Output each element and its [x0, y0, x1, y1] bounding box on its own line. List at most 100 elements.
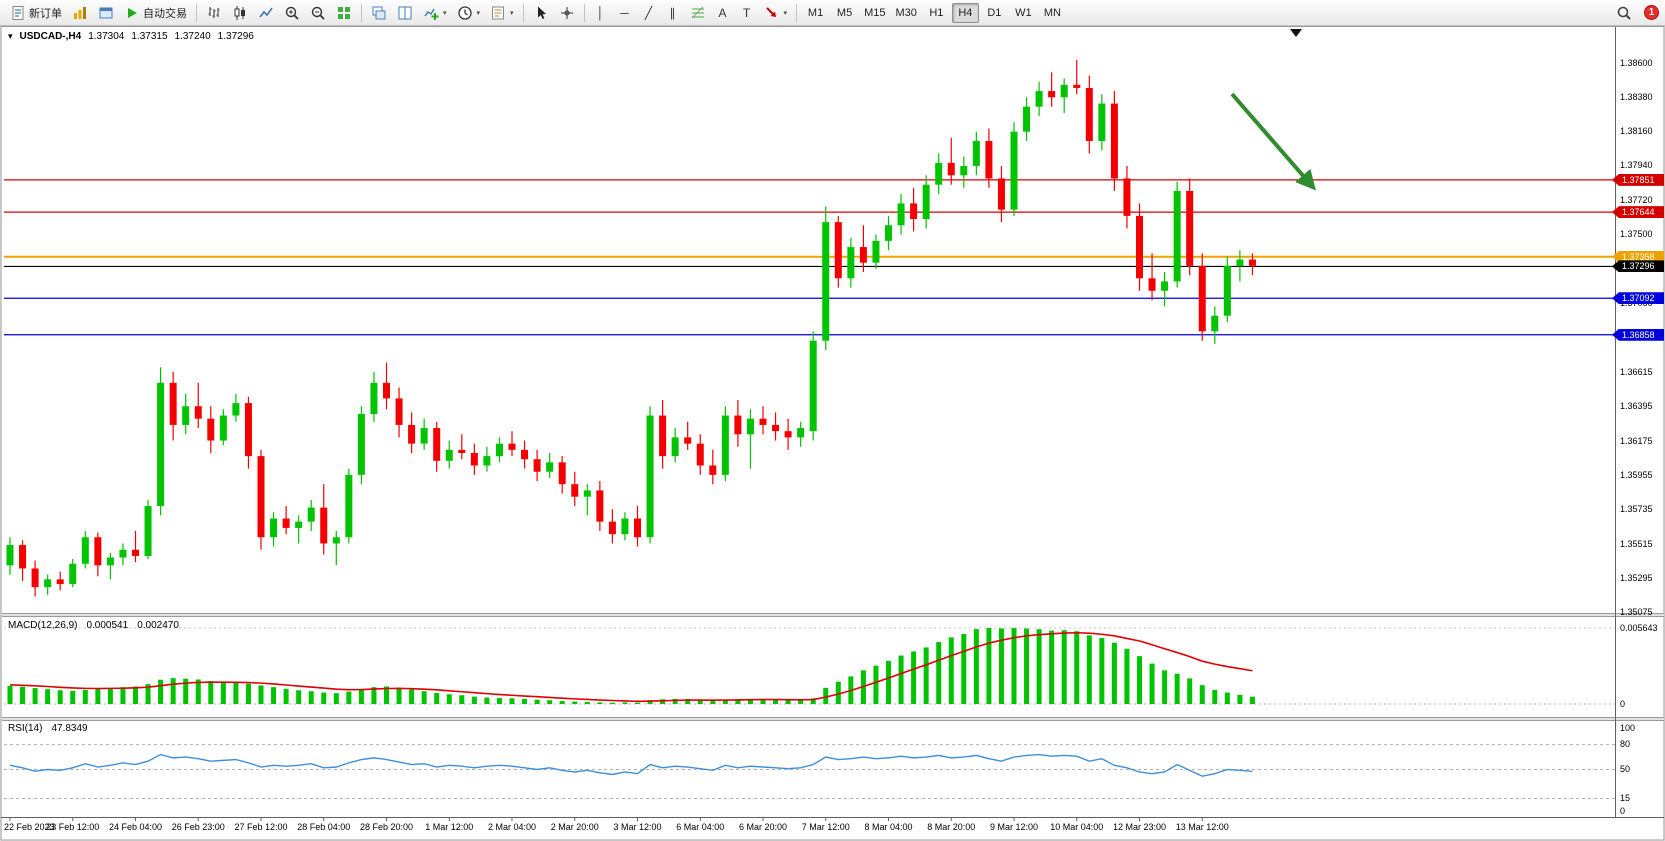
candle-bear — [947, 162, 955, 176]
price-axis-label: 1.37500 — [1620, 229, 1653, 240]
macd-histogram-bar — [760, 699, 766, 704]
arrows-button[interactable]: ▾ — [760, 2, 792, 24]
tile-vertical-icon — [397, 5, 413, 21]
macd-histogram-bar — [773, 699, 779, 704]
macd-histogram-bar — [1249, 696, 1255, 704]
timeframe-m1-button[interactable]: M1 — [802, 3, 829, 23]
autotrading-button[interactable]: 自动交易 — [120, 2, 191, 24]
tile-windows-button[interactable] — [332, 2, 356, 24]
candle-bear — [684, 437, 692, 444]
macd-histogram-bar — [873, 665, 879, 704]
candle-bear — [1198, 265, 1206, 332]
price-flag-resistance[interactable]: 1.37851 — [1612, 173, 1664, 186]
profiles-button[interactable] — [94, 2, 118, 24]
channel-button[interactable]: ∥ — [662, 2, 684, 24]
time-axis-label: 24 Feb 04:00 — [108, 822, 163, 832]
new-chart-button[interactable] — [68, 2, 92, 24]
candle-bull — [445, 449, 453, 461]
candle-bull — [119, 549, 127, 558]
timeframe-h4-button[interactable]: H4 — [951, 2, 979, 23]
annotation-arrow[interactable] — [1230, 92, 1316, 191]
candle-bull — [797, 428, 805, 438]
new-order-icon — [10, 5, 26, 21]
new-order-button[interactable]: 新订单 — [6, 2, 66, 24]
zoom-out-button[interactable] — [306, 2, 330, 24]
price-flag-pivot[interactable]: 1.37358 — [1612, 250, 1664, 263]
text-button[interactable]: A — [712, 2, 734, 24]
candle-bull — [1161, 281, 1169, 291]
macd-histogram-bar — [597, 702, 603, 704]
timeframe-m5-button[interactable]: M5 — [831, 3, 858, 23]
bar-chart-button[interactable] — [202, 2, 226, 24]
templates-button[interactable]: ▾ — [486, 2, 518, 24]
macd-histogram-bar — [622, 702, 628, 704]
time-axis-label: 9 Mar 12:00 — [989, 822, 1039, 832]
timeframe-mn-button[interactable]: MN — [1039, 3, 1066, 23]
macd-histogram-bar — [95, 688, 101, 704]
macd-histogram-bar — [710, 700, 716, 704]
horizontal-line-button[interactable]: ─ — [614, 2, 636, 24]
macd-histogram-bar — [584, 701, 590, 704]
candle-bear — [634, 518, 641, 538]
cursor-button[interactable] — [529, 2, 553, 24]
zoom-in-icon — [284, 5, 300, 21]
candle-bear — [94, 537, 102, 566]
price-axis-label: 1.38380 — [1620, 91, 1653, 102]
candle-bear — [1123, 178, 1131, 216]
notification-badge[interactable]: 1 — [1644, 5, 1659, 20]
trendline-button[interactable]: ╱ — [638, 2, 660, 24]
candle-bear — [56, 579, 64, 585]
vertical-line-button[interactable]: │ — [590, 2, 612, 24]
timeframe-h1-button[interactable]: H1 — [923, 3, 950, 23]
fibonacci-button[interactable] — [686, 2, 710, 24]
search-button[interactable] — [1612, 2, 1636, 24]
one-click-collapse-icon[interactable]: ▾ — [8, 31, 13, 41]
price-flag-resistance[interactable]: 1.37644 — [1612, 206, 1664, 219]
indicators-button[interactable]: ▾ — [419, 2, 451, 24]
new-chart-icon — [72, 5, 88, 21]
price-flag-bid[interactable]: 1.37296 — [1612, 260, 1664, 273]
candle-bull — [1010, 131, 1018, 210]
candle-bull — [219, 415, 227, 441]
label-button[interactable]: T — [736, 2, 758, 24]
candle-bear — [834, 222, 842, 279]
tile-vertical-button[interactable] — [393, 2, 417, 24]
candle-bear — [734, 415, 742, 435]
candlestick-chart-button[interactable] — [228, 2, 252, 24]
price-flag-support[interactable]: 1.36858 — [1612, 328, 1664, 341]
candle-bear — [985, 141, 993, 179]
macd-histogram-bar — [496, 697, 502, 704]
zoom-in-button[interactable] — [280, 2, 304, 24]
cascade-windows-button[interactable] — [367, 2, 391, 24]
macd-histogram-bar — [1174, 673, 1180, 704]
macd-histogram-bar — [1199, 685, 1205, 704]
macd-histogram-bar — [572, 701, 578, 704]
timeframe-m15-button[interactable]: M15 — [860, 3, 889, 23]
macd-histogram-bar — [446, 694, 452, 704]
chart-shift-marker[interactable] — [1290, 29, 1302, 37]
timeframe-m30-button[interactable]: M30 — [891, 3, 920, 23]
macd-histogram-bar — [32, 688, 38, 704]
macd-histogram-bar — [911, 651, 917, 704]
macd-histogram-bar — [1137, 656, 1142, 704]
rsi-axis-label: 50 — [1620, 764, 1631, 774]
timeframe-w1-button[interactable]: W1 — [1010, 3, 1037, 23]
macd-histogram-bar — [785, 700, 791, 704]
line-chart-button[interactable] — [254, 2, 278, 24]
channel-icon: ∥ — [669, 5, 676, 20]
macd-histogram-bar — [57, 690, 63, 704]
price-axis-label: 1.35735 — [1620, 504, 1653, 515]
timeframe-d1-button[interactable]: D1 — [981, 3, 1008, 23]
price-flag-support[interactable]: 1.37092 — [1612, 292, 1664, 305]
price-axis-label: 1.35075 — [1620, 607, 1653, 618]
rsi-name: RSI(14) — [8, 723, 43, 734]
toolbar-separator — [583, 3, 585, 22]
macd-histogram-bar — [635, 702, 640, 704]
periods-button[interactable]: ▾ — [453, 2, 485, 24]
time-axis-label: 28 Feb 20:00 — [359, 822, 414, 832]
crosshair-button[interactable] — [555, 2, 579, 24]
candle-bear — [1148, 278, 1156, 291]
macd-histogram-bar — [7, 685, 13, 704]
macd-histogram-bar — [208, 681, 214, 704]
macd-axis-label: 0.005643 — [1620, 622, 1658, 633]
